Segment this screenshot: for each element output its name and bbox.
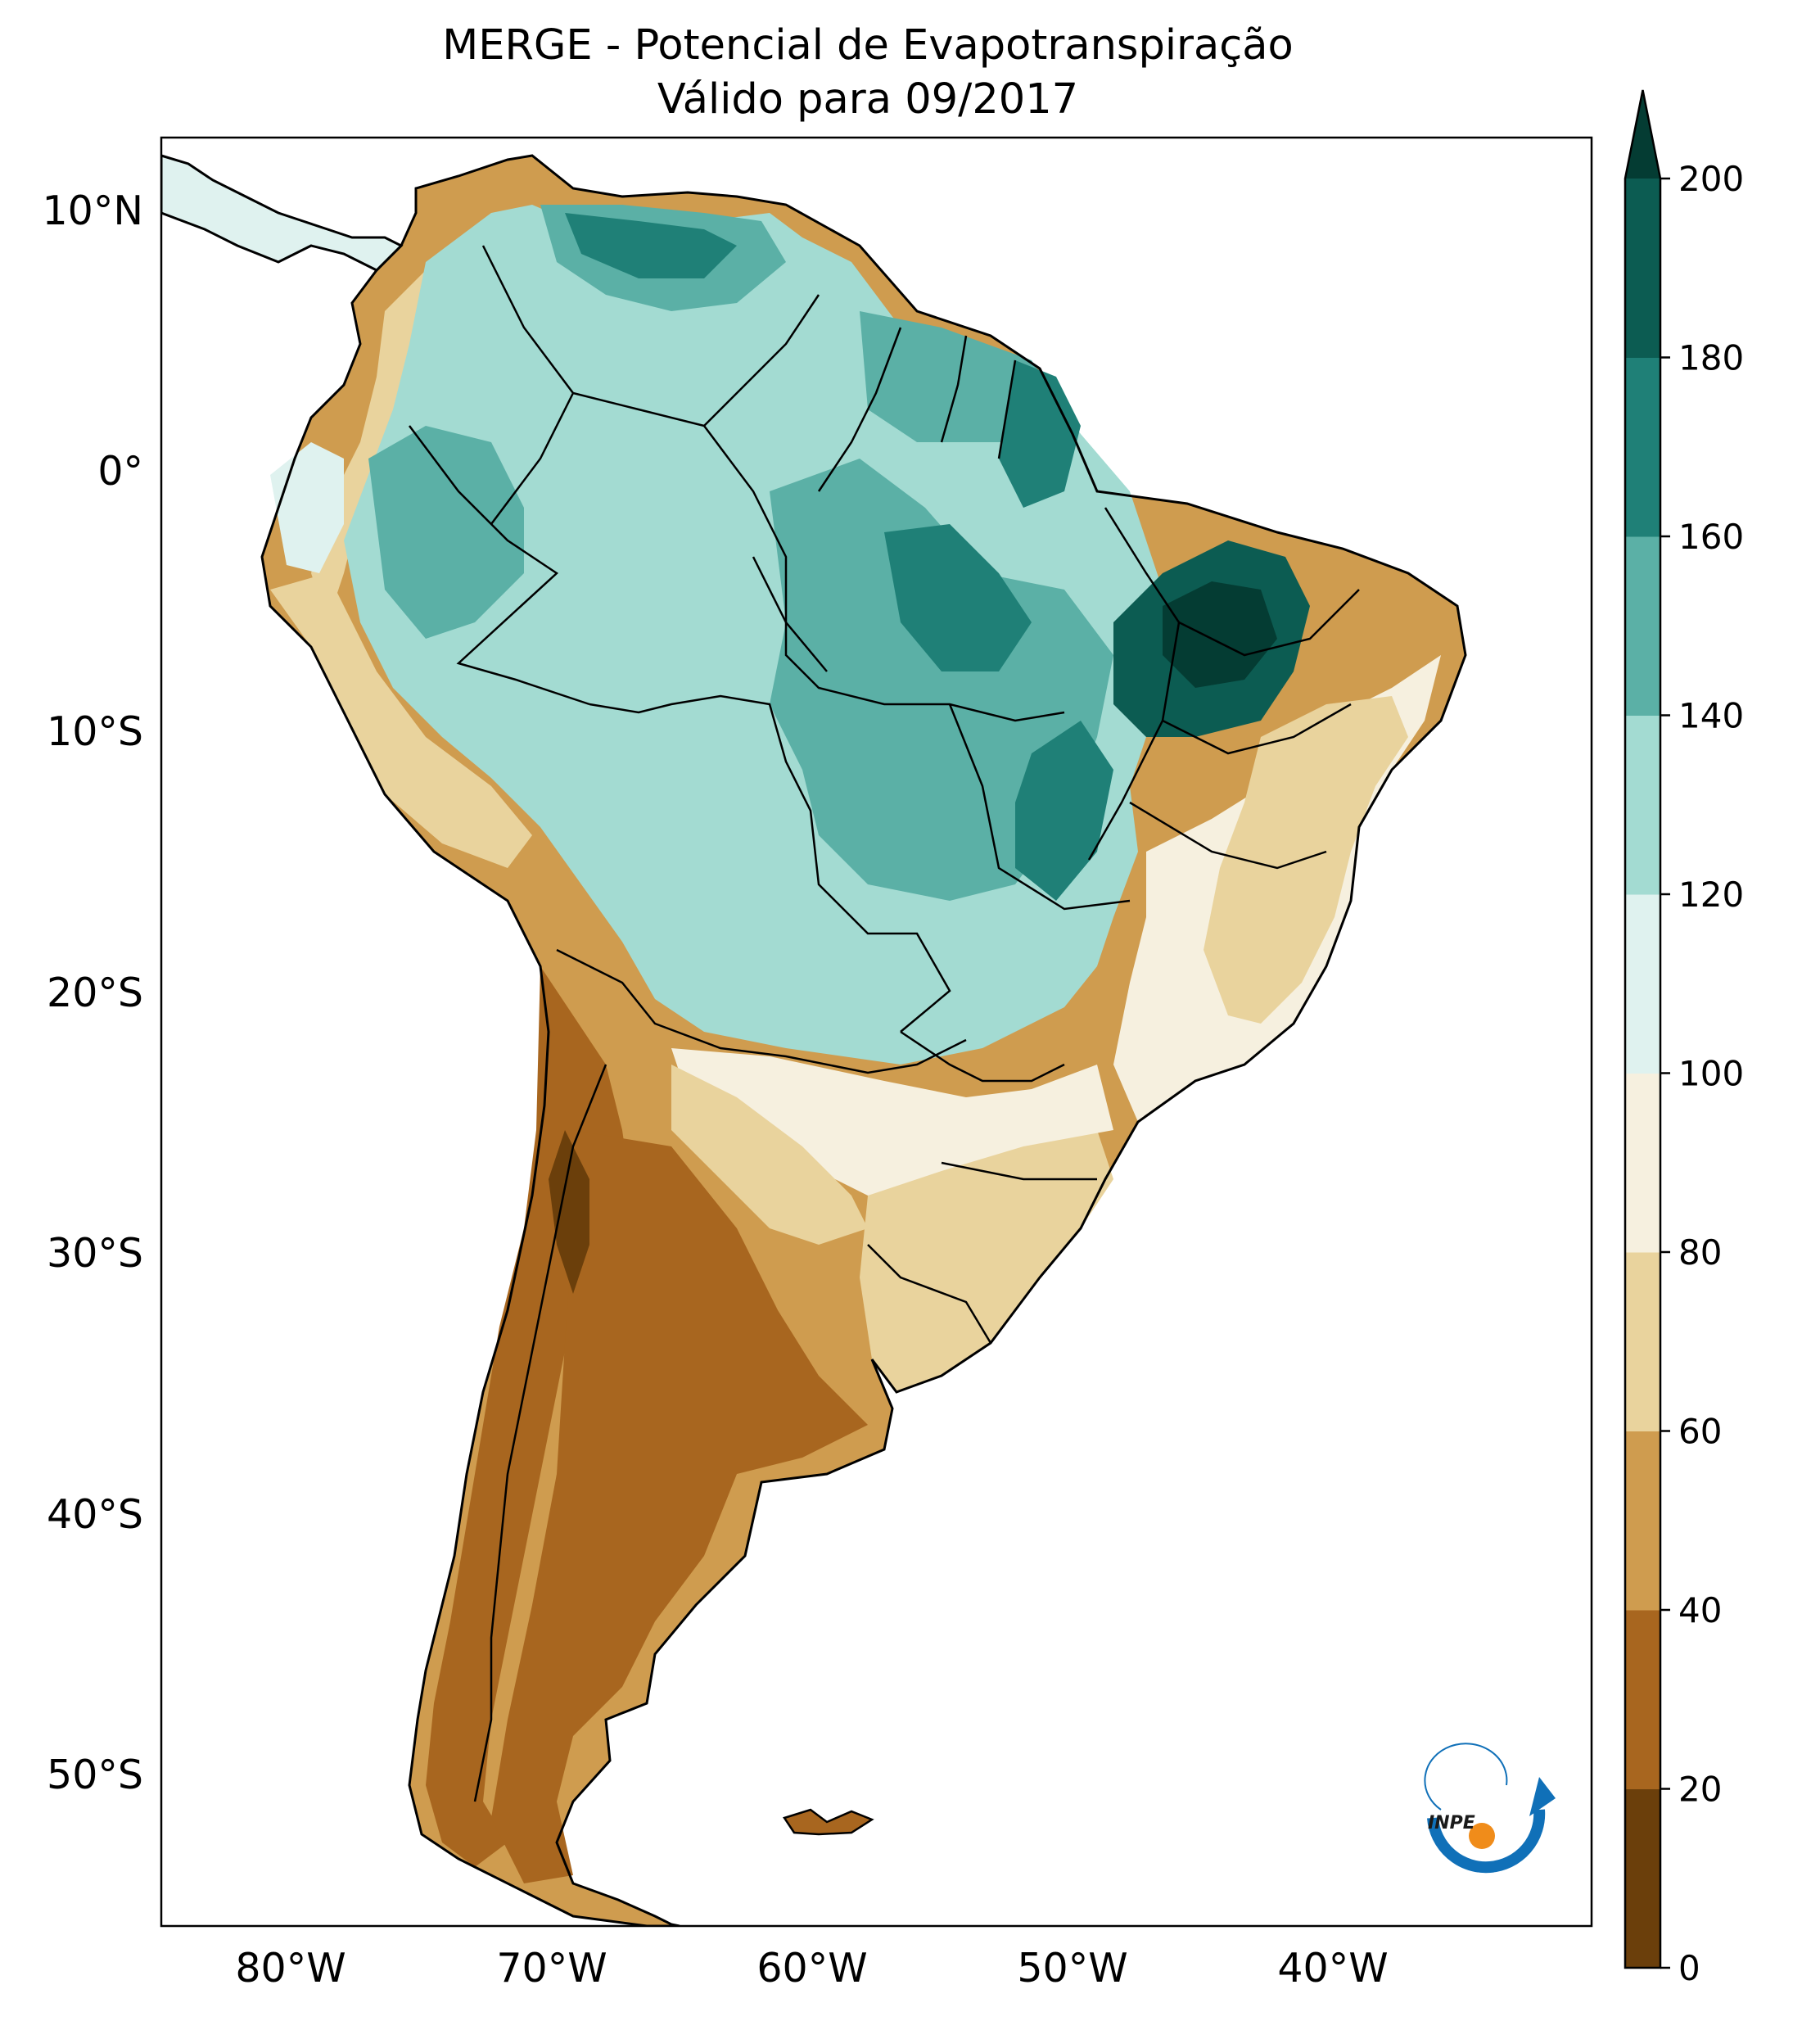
south-brazil-fill [860,1130,1113,1392]
colorbar-segment [1625,1610,1660,1789]
colorbar-segment [1625,357,1660,537]
country-borders [409,245,1360,1802]
lat-label: 20°S [47,970,143,1016]
map-frame [160,136,1593,1928]
lat-label: 10°N [42,188,143,234]
colorbar-tick-label: 200 [1678,159,1744,199]
lat-label: 30°S [47,1230,143,1277]
peru-coast [270,573,532,868]
colorbar-extend-arrow [1625,90,1660,179]
lat-labels: 10°N 0° 10°S 20°S 30°S 40°S 50°S [42,188,143,1798]
inpe-logo: INPE [1424,1743,1556,1874]
patagonia-fill [491,1130,868,1883]
colorbar-tick-label: 120 [1678,875,1744,915]
colorbar-segment [1625,715,1660,895]
northeast-hotspot-core [1163,581,1277,688]
map-title-line1: MERGE - Potencial de Evapotranspiração [442,21,1293,70]
colorbar-tick-label: 140 [1678,696,1744,736]
colorbar-segment [1625,1431,1660,1611]
colorbar-tick-label: 80 [1678,1232,1722,1273]
colorbar-segment [1625,1252,1660,1431]
colorbar-segment [1625,536,1660,716]
lon-label: 70°W [496,1945,607,1992]
map-panel: INPE [161,138,1592,1926]
lon-label: 50°W [1017,1945,1127,1992]
colorbar-segment [1625,1788,1660,1969]
colorbar-outline [1624,89,1662,1969]
inpe-logo-text: INPE [1428,1813,1475,1833]
colorbar-tick-label: 60 [1678,1412,1722,1452]
amazon-dark-2 [884,524,1032,671]
colorbar-segment [1625,894,1660,1074]
lon-labels: 80°W 70°W 60°W 50°W 40°W [235,1945,1388,1992]
colorbar-tick-label: 180 [1678,338,1744,378]
amazon-dark-1 [999,360,1081,508]
lat-label: 0° [97,448,143,495]
lat-label: 10°S [47,708,143,755]
coastline [260,154,1467,1926]
amazon-mid-4 [368,426,524,639]
colorbar-tick-label: 40 [1678,1590,1722,1630]
map-title-line2: Válido para 09/2017 [657,75,1078,124]
amazon-dark-3 [1015,721,1113,901]
central-america [161,154,404,272]
colorbar-tick-label: 20 [1678,1770,1722,1810]
lon-label: 80°W [235,1945,345,1992]
colorbar-tick-label: 160 [1678,517,1744,557]
east-coast-tan [1204,696,1408,1024]
lat-label: 50°S [47,1752,143,1798]
lon-label: 60°W [756,1945,867,1992]
caribbean-dark [565,213,737,278]
lon-label: 40°W [1277,1945,1388,1992]
lat-label: 40°S [47,1491,143,1538]
chaco-cream [671,1048,1113,1196]
colorbar-segment [1625,179,1660,358]
colorbar-tick-label: 100 [1678,1054,1744,1094]
patagonia-dark [549,1130,589,1294]
falkland-islands [783,1808,874,1836]
colorbar: 0 20 40 60 80 100 120 140 160 180 200 [1624,89,1744,1988]
colorbar-tick-label: 0 [1678,1948,1700,1988]
colorbar-segment [1625,1073,1660,1253]
argentina-tan [671,1065,868,1245]
